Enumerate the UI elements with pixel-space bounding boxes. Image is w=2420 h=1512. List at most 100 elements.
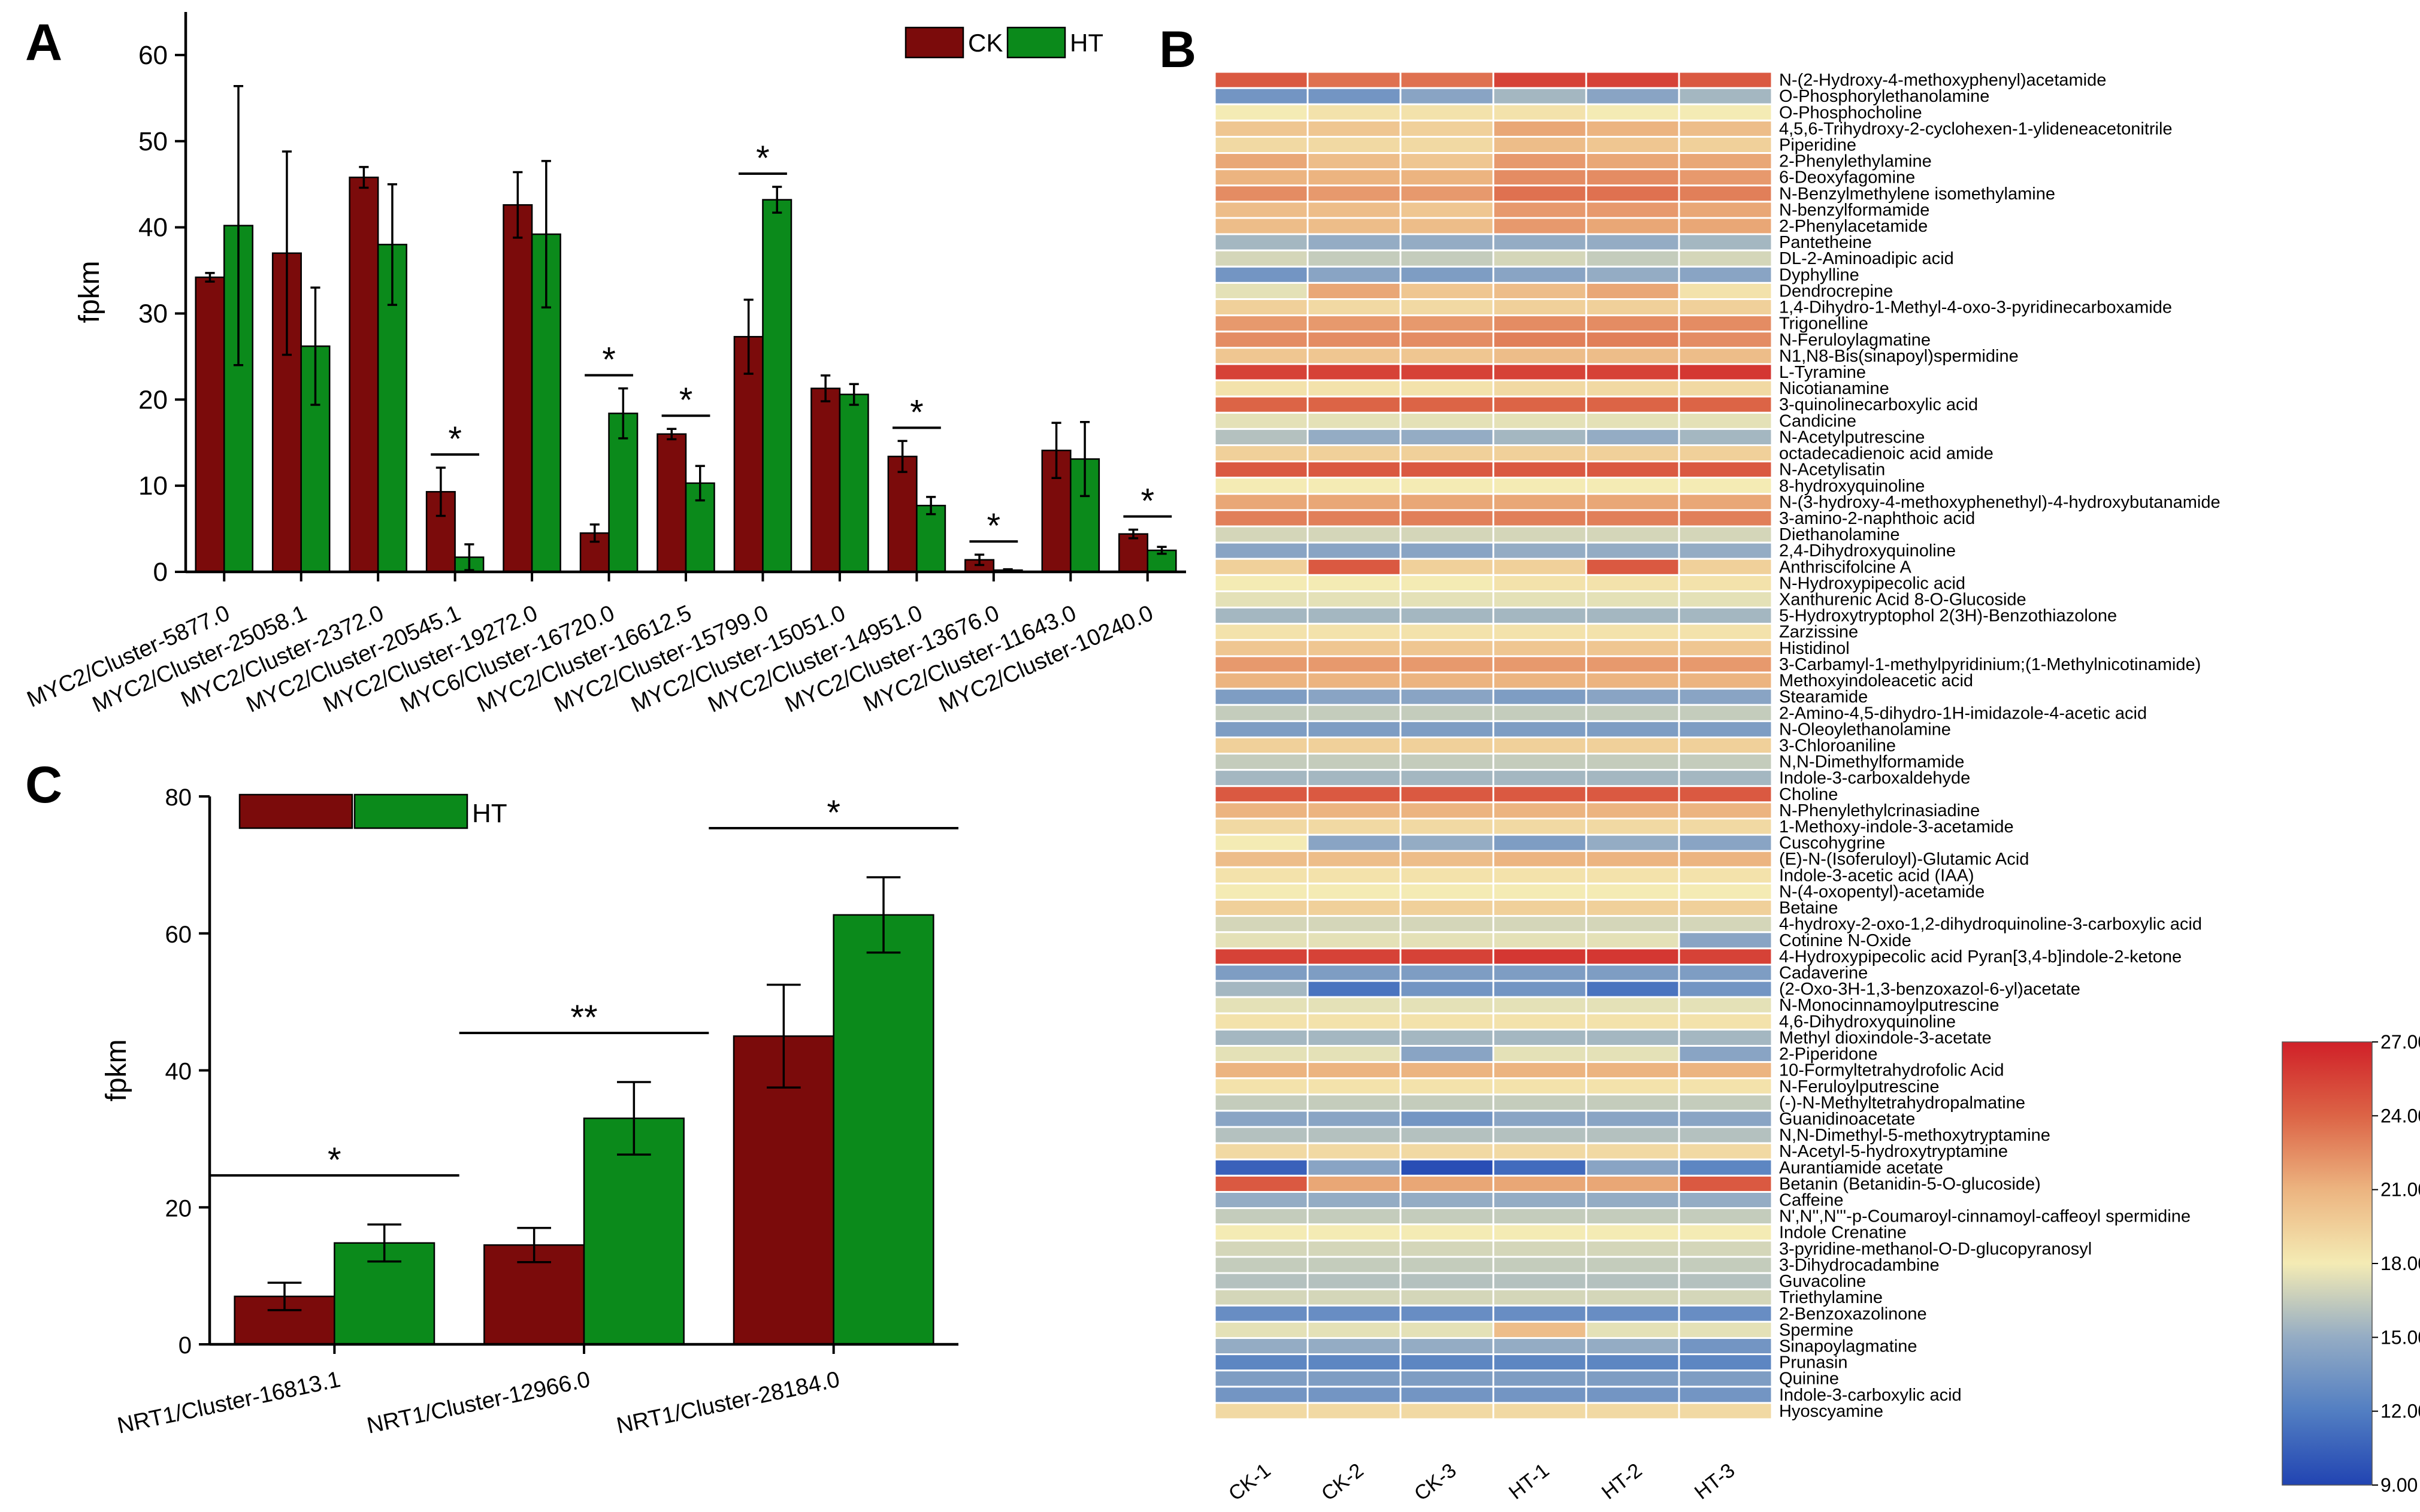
heatmap-row-label: octadecadienoic acid amide bbox=[1779, 444, 1994, 463]
heatmap-cell bbox=[1214, 168, 1309, 187]
heatmap-cell bbox=[1585, 639, 1680, 657]
heatmap-cell bbox=[1214, 785, 1309, 804]
bar-ht bbox=[762, 199, 792, 573]
heatmap-cell bbox=[1399, 395, 1495, 414]
significance-mark: * bbox=[602, 341, 616, 380]
heatmap-cell bbox=[1492, 899, 1587, 917]
heatmap-cell bbox=[1678, 1126, 1773, 1144]
heatmap-cell bbox=[1492, 71, 1587, 89]
heatmap-cell bbox=[1399, 477, 1495, 495]
heatmap-col-label: HT-3 bbox=[1690, 1459, 1739, 1504]
heatmap-cell bbox=[1214, 1061, 1309, 1080]
heatmap-cell bbox=[1214, 1288, 1309, 1307]
heatmap-cell bbox=[1585, 477, 1680, 495]
heatmap-cell bbox=[1585, 753, 1680, 771]
bar-ck bbox=[1118, 533, 1149, 573]
heatmap-cell bbox=[1306, 477, 1402, 495]
heatmap-cell bbox=[1214, 152, 1309, 171]
heatmap-row-label: Candicine bbox=[1779, 411, 1856, 431]
heatmap-row-label: N-Acetyl-5-hydroxytryptamine bbox=[1779, 1142, 2008, 1161]
heatmap-cell bbox=[1306, 1304, 1402, 1323]
heatmap-cell bbox=[1399, 1093, 1495, 1112]
heatmap-cell bbox=[1678, 980, 1773, 998]
heatmap-row-label: N-Oleoylethanolamine bbox=[1779, 720, 1951, 739]
heatmap-cell bbox=[1214, 379, 1309, 398]
heatmap-cell bbox=[1678, 249, 1773, 268]
heatmap-row-label: 2-Phenylacetamide bbox=[1779, 217, 1928, 236]
heatmap-cell bbox=[1399, 704, 1495, 722]
panel-letter: B bbox=[1159, 21, 1196, 78]
heatmap-cell bbox=[1678, 347, 1773, 365]
heatmap-cell bbox=[1214, 963, 1309, 982]
heatmap-cell bbox=[1306, 769, 1402, 787]
heatmap-cell bbox=[1214, 71, 1309, 89]
heatmap-cell bbox=[1306, 71, 1402, 89]
heatmap-cell bbox=[1306, 87, 1402, 105]
heatmap-cell bbox=[1492, 1077, 1587, 1096]
heatmap-cell bbox=[1399, 866, 1495, 884]
heatmap-cell bbox=[1492, 1207, 1587, 1226]
heatmap-cell bbox=[1399, 71, 1495, 89]
heatmap-cell bbox=[1678, 1142, 1773, 1160]
heatmap-row-label: 2-Amino-4,5-dihydro-1H-imidazole-4-aceti… bbox=[1779, 704, 2147, 723]
heatmap-row-label: Choline bbox=[1779, 785, 1838, 804]
heatmap-row-label: Triethylamine bbox=[1779, 1288, 1883, 1307]
heatmap-row-label: (E)-N-(Isoferuloyl)-Glutamic Acid bbox=[1779, 850, 2029, 869]
heatmap-cell bbox=[1399, 915, 1495, 934]
heatmap-cell bbox=[1399, 1386, 1495, 1404]
heatmap-cell bbox=[1214, 395, 1309, 414]
heatmap-cell bbox=[1399, 428, 1495, 446]
heatmap-cell bbox=[1492, 607, 1587, 625]
heatmap-cell bbox=[1585, 1142, 1680, 1160]
heatmap-cell bbox=[1306, 1272, 1402, 1290]
heatmap-cell bbox=[1492, 704, 1587, 722]
heatmap-cell bbox=[1492, 314, 1587, 333]
heatmap-cell bbox=[1214, 980, 1309, 998]
heatmap-row-label: 3-pyridine-methanol-O-D-glucopyranosyl bbox=[1779, 1240, 2092, 1259]
heatmap-cell bbox=[1306, 525, 1402, 544]
heatmap-cell bbox=[1399, 1223, 1495, 1242]
panel-c: C 0 20 40 60 80 fpkm * NRT1/Cluster-16813.1 ** NRT… bbox=[25, 756, 958, 1439]
heatmap-cell bbox=[1306, 1012, 1402, 1031]
heatmap-cell bbox=[1585, 947, 1680, 966]
heatmap-cell bbox=[1399, 168, 1495, 187]
y-tick-label: 10 bbox=[138, 471, 168, 501]
heatmap-cell bbox=[1678, 899, 1773, 917]
heatmap-row-label: 4-Hydroxypipecolic acid Pyran[3,4-b]indo… bbox=[1779, 947, 2182, 966]
heatmap-row-label: Hyoscyamine bbox=[1779, 1402, 1883, 1421]
heatmap-row-label: N-Acetylisatin bbox=[1779, 460, 1885, 480]
heatmap-cell bbox=[1214, 931, 1309, 950]
heatmap-cell bbox=[1399, 1158, 1495, 1177]
heatmap-cell bbox=[1492, 639, 1587, 657]
heatmap-row-label: N-Feruloylputrescine bbox=[1779, 1077, 1940, 1096]
heatmap-cell bbox=[1492, 655, 1587, 674]
heatmap-cell bbox=[1399, 1190, 1495, 1210]
heatmap-cell bbox=[1678, 1353, 1773, 1372]
heatmap-cell bbox=[1492, 347, 1587, 365]
heatmap-col-label: HT-1 bbox=[1505, 1459, 1553, 1504]
heatmap-row-label: N-benzylformamide bbox=[1779, 201, 1929, 220]
heatmap-cell bbox=[1585, 996, 1680, 1014]
heatmap-cell bbox=[1306, 753, 1402, 771]
heatmap-cell bbox=[1306, 331, 1402, 349]
heatmap-row-label: N-(4-oxopentyl)-acetamide bbox=[1779, 882, 1985, 901]
heatmap-cell bbox=[1399, 899, 1495, 917]
heatmap-row-label: N-Monocinnamoylputrescine bbox=[1779, 996, 1999, 1015]
heatmap-cell bbox=[1678, 931, 1773, 950]
heatmap-cell bbox=[1585, 428, 1680, 446]
heatmap-row-label: Pantetheine bbox=[1779, 233, 1872, 252]
heatmap-row-label: Trigonelline bbox=[1779, 314, 1868, 334]
heatmap-cell bbox=[1306, 1110, 1402, 1128]
heatmap-cell bbox=[1214, 233, 1309, 252]
heatmap-cell bbox=[1306, 509, 1402, 528]
heatmap-cell bbox=[1214, 363, 1309, 381]
heatmap-cell bbox=[1678, 947, 1773, 966]
heatmap-cell bbox=[1214, 899, 1309, 917]
heatmap-cell bbox=[1306, 834, 1402, 852]
heatmap-cell bbox=[1492, 1223, 1587, 1242]
heatmap-row-label: Aurantiamide acetate bbox=[1779, 1158, 1943, 1177]
heatmap-cell bbox=[1399, 1256, 1495, 1274]
heatmap-cell bbox=[1492, 866, 1587, 884]
heatmap-cell bbox=[1585, 671, 1680, 690]
heatmap-row-label: N1,N8-Bis(sinapoyl)spermidine bbox=[1779, 347, 2019, 366]
